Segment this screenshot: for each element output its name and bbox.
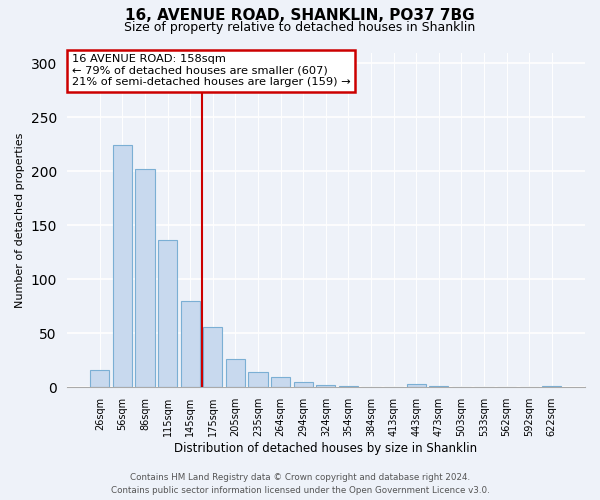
- Text: Size of property relative to detached houses in Shanklin: Size of property relative to detached ho…: [124, 21, 476, 34]
- Y-axis label: Number of detached properties: Number of detached properties: [15, 132, 25, 308]
- Bar: [113, 146, 132, 388]
- Bar: [181, 301, 200, 388]
- Bar: [339, 386, 358, 388]
- Bar: [316, 385, 335, 388]
- Bar: [136, 169, 155, 388]
- Bar: [203, 327, 223, 388]
- Bar: [542, 386, 562, 388]
- Bar: [248, 372, 268, 388]
- X-axis label: Distribution of detached houses by size in Shanklin: Distribution of detached houses by size …: [174, 442, 478, 455]
- Bar: [429, 386, 448, 388]
- Text: 16, AVENUE ROAD, SHANKLIN, PO37 7BG: 16, AVENUE ROAD, SHANKLIN, PO37 7BG: [125, 8, 475, 22]
- Bar: [407, 384, 426, 388]
- Bar: [226, 360, 245, 388]
- Bar: [271, 376, 290, 388]
- Bar: [158, 240, 177, 388]
- Bar: [90, 370, 109, 388]
- Text: 16 AVENUE ROAD: 158sqm
← 79% of detached houses are smaller (607)
21% of semi-de: 16 AVENUE ROAD: 158sqm ← 79% of detached…: [72, 54, 350, 88]
- Text: Contains HM Land Registry data © Crown copyright and database right 2024.
Contai: Contains HM Land Registry data © Crown c…: [110, 474, 490, 495]
- Bar: [293, 382, 313, 388]
